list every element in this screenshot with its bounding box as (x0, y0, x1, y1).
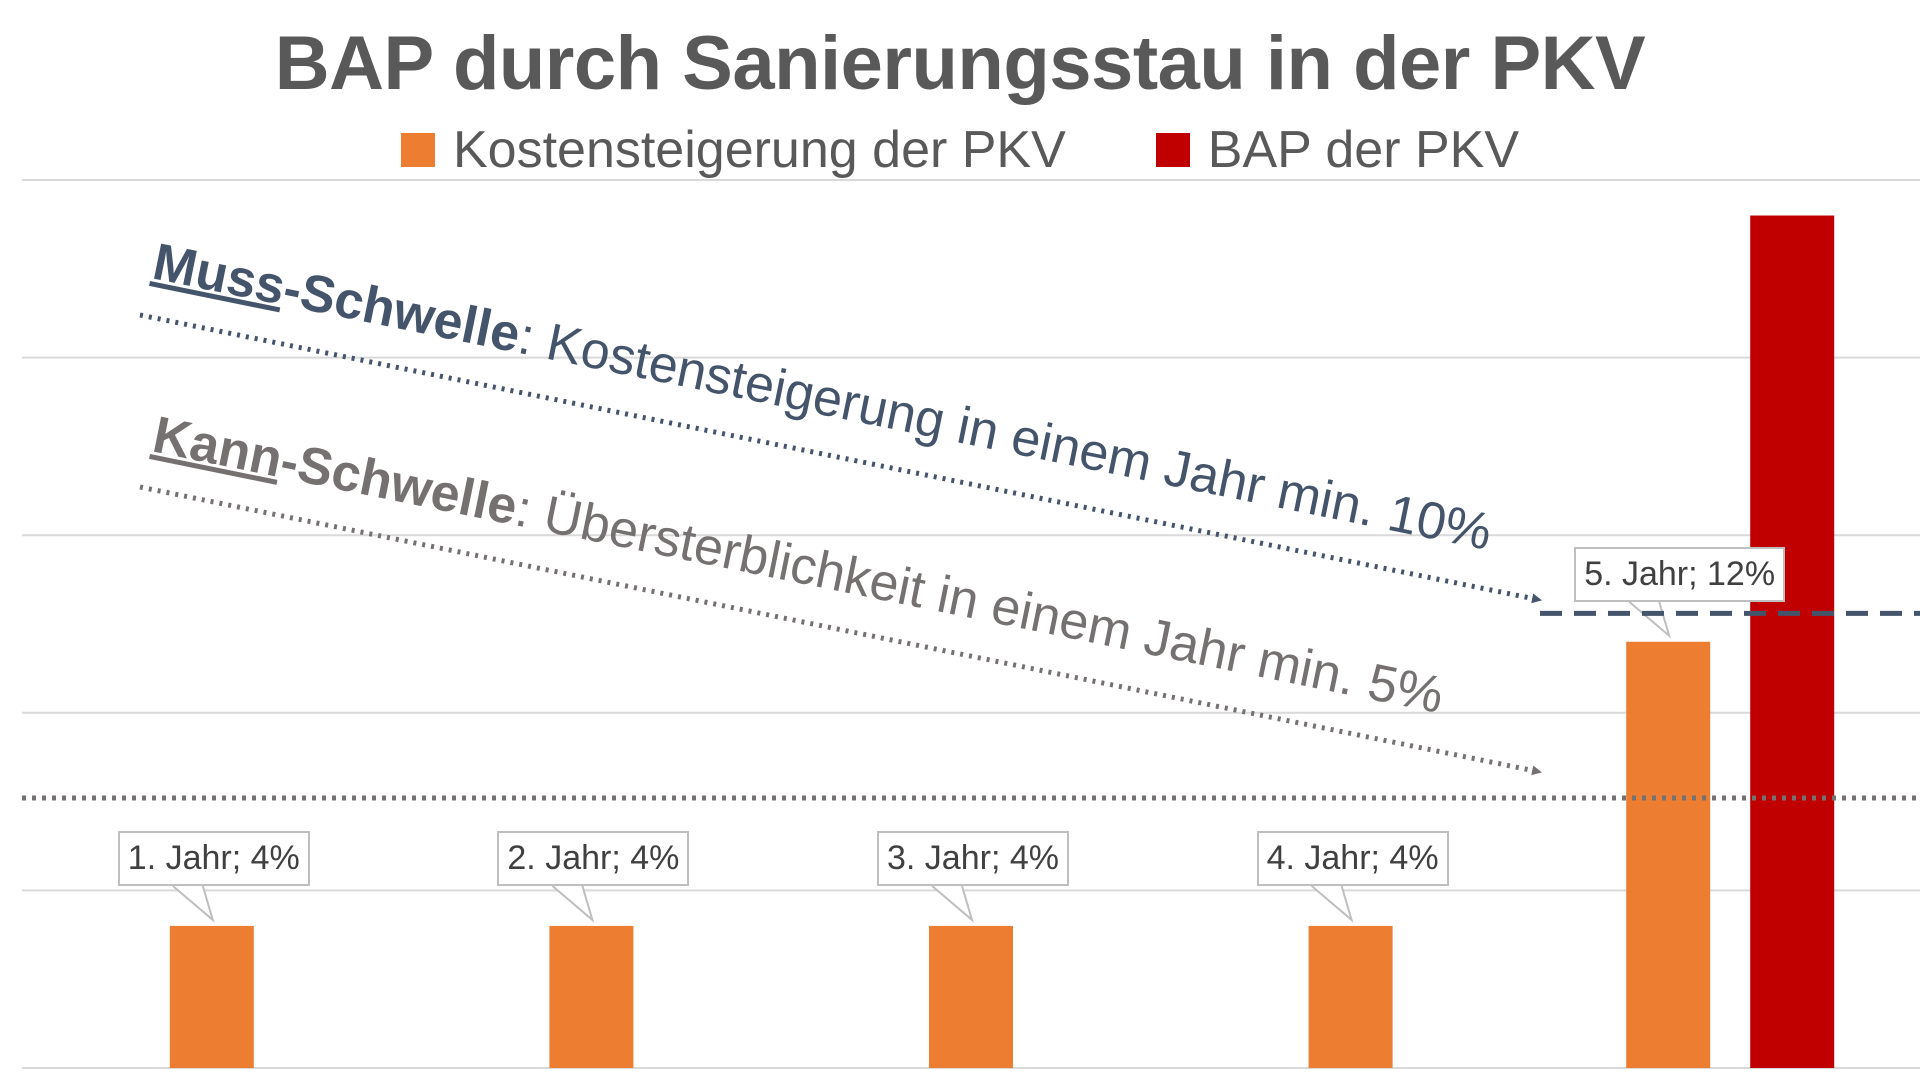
chart-title: BAP durch Sanierungsstau in der PKV (274, 21, 1646, 106)
data-label-pointer (172, 885, 215, 923)
data-label: 4. Jahr; 4% (1256, 830, 1449, 886)
legend-item-bap: BAP der PKV (1155, 120, 1520, 180)
data-label: 2. Jahr; 4% (497, 830, 690, 886)
legend-label-bap: BAP der PKV (1207, 121, 1520, 179)
legend-label-kostensteigerung: Kostensteigerung der PKV (452, 121, 1066, 179)
bar-kostensteigerung (169, 925, 254, 1068)
data-label-pointer (1310, 885, 1354, 923)
data-label-pointer (1628, 600, 1672, 639)
muss-arrow (139, 312, 1542, 604)
data-label: 1. Jahr; 4% (117, 830, 310, 886)
bar-kostensteigerung (549, 925, 634, 1068)
bar-kostensteigerung (1626, 641, 1711, 1068)
data-label: 3. Jahr; 4% (877, 830, 1069, 886)
legend-swatch-kostensteigerung (400, 133, 435, 167)
legend: Kostensteigerung der PKV BAP der PKV (0, 120, 1920, 180)
legend-swatch-bap (1155, 133, 1190, 167)
bar-kostensteigerung (929, 925, 1013, 1068)
data-label-pointer (551, 885, 595, 923)
data-label-pointer (931, 885, 974, 923)
bar-bap (1750, 215, 1835, 1068)
bar-kostensteigerung (1308, 925, 1393, 1068)
data-label: 5. Jahr; 12% (1574, 546, 1786, 602)
legend-item-kostensteigerung: Kostensteigerung der PKV (400, 120, 1066, 180)
kann-arrow (139, 484, 1542, 776)
